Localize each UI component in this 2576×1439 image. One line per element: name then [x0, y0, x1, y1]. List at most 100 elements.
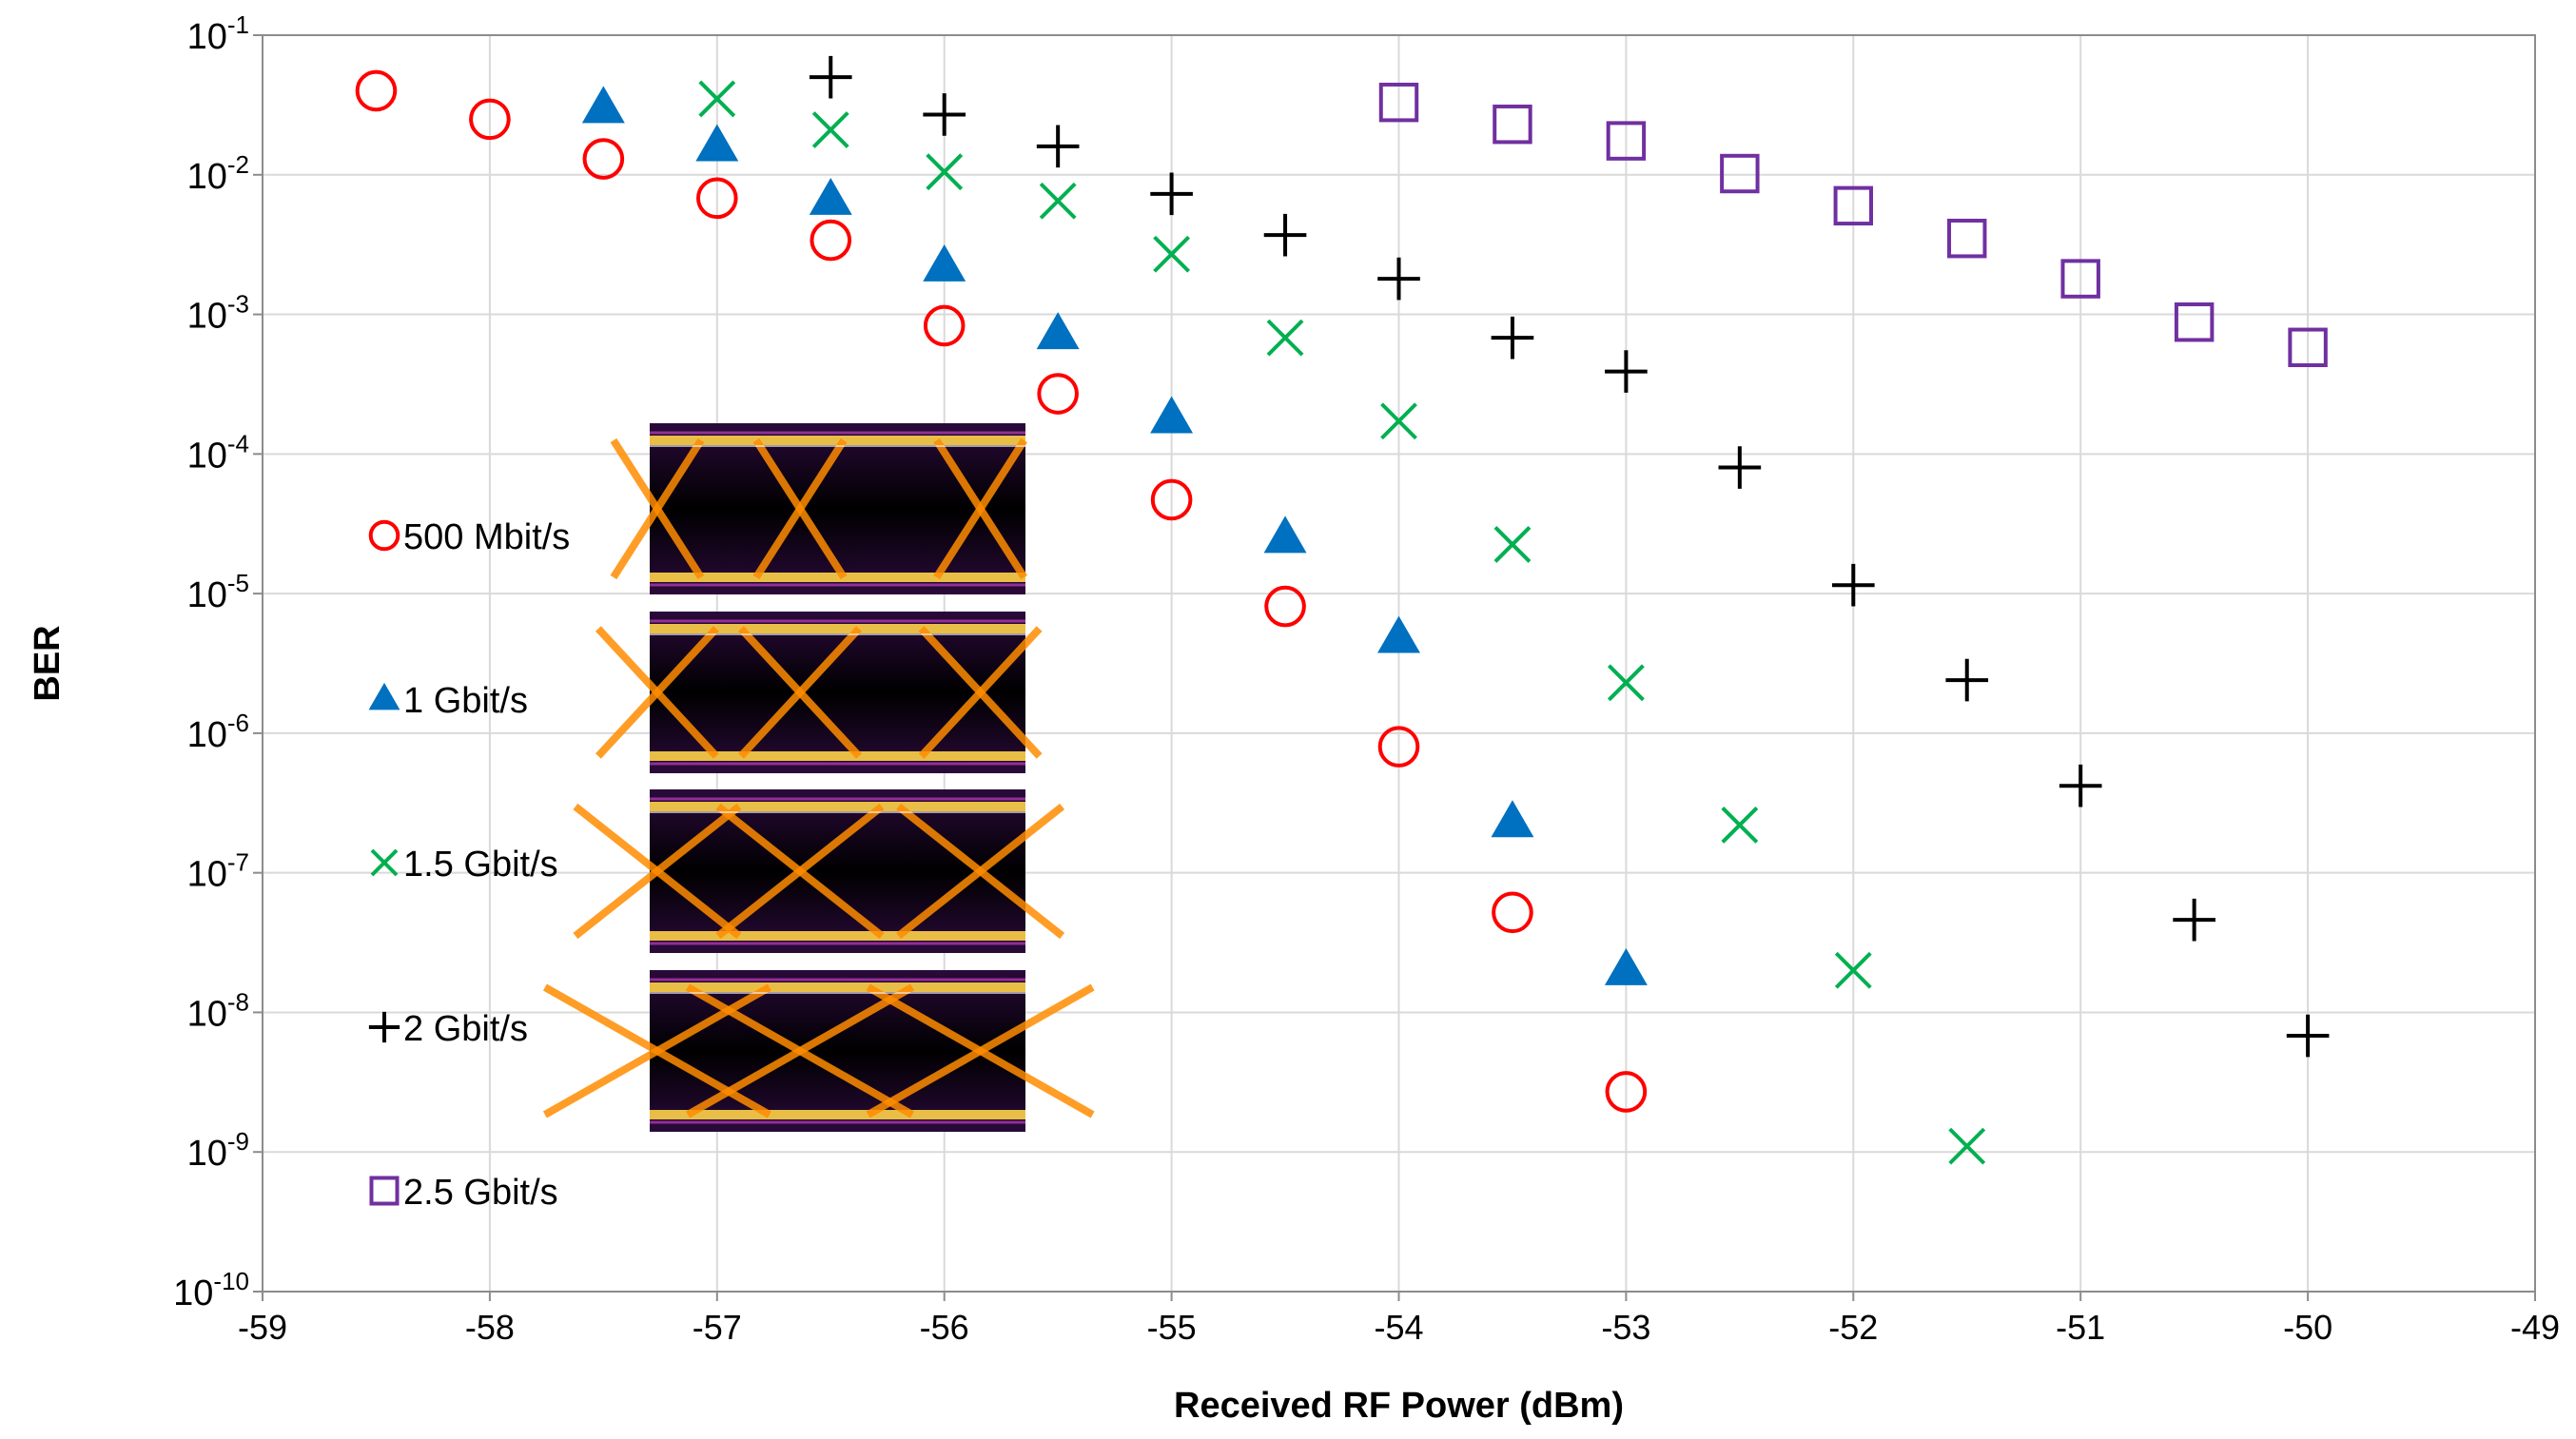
data-point: [695, 124, 739, 162]
data-point: [1718, 446, 1762, 489]
data-point: [1492, 891, 1533, 934]
y-tick-label: 10-9: [187, 1127, 249, 1174]
eye-diagram-500mbit: [610, 423, 1027, 594]
series-circle: [355, 69, 1648, 1113]
grid: [262, 34, 2536, 1293]
data-point: [1606, 121, 1647, 161]
x-tick-label: -50: [2283, 1308, 2332, 1347]
data-point: [1150, 478, 1193, 521]
legend-marker-circle: [368, 519, 400, 552]
data-point: [1604, 947, 1648, 985]
series-plus: [809, 55, 2330, 1058]
data-point: [810, 219, 852, 262]
y-tick-label: 10-3: [187, 290, 249, 337]
legend-label: 1.5 Gbit/s: [403, 845, 558, 885]
data-point: [809, 177, 852, 215]
data-point: [2173, 898, 2215, 942]
data-point: [1377, 257, 1420, 301]
legend-label: 2 Gbit/s: [403, 1009, 528, 1049]
data-point: [469, 98, 511, 141]
data-point: [355, 69, 398, 112]
data-point: [1721, 806, 1759, 844]
x-tick-label: -58: [465, 1308, 515, 1347]
data-point: [923, 304, 966, 347]
x-tick-label: -56: [920, 1308, 969, 1347]
data-point: [1263, 213, 1307, 257]
series-x: [698, 80, 1986, 1165]
x-tick-label: -57: [693, 1308, 742, 1347]
eye-diagram-2gbit: [542, 970, 1095, 1132]
data-point: [1377, 726, 1420, 768]
data-point: [1493, 526, 1532, 563]
data-point: [1948, 1127, 1986, 1165]
legend-marker-x: [370, 848, 399, 877]
data-point: [1831, 563, 1875, 607]
data-point: [1607, 664, 1645, 702]
data-point: [809, 55, 852, 99]
data-point: [582, 138, 625, 180]
data-point: [1039, 182, 1077, 220]
data-point: [2288, 327, 2328, 367]
legend-label: 2.5 Gbit/s: [403, 1173, 558, 1213]
x-tick-label: -53: [1601, 1308, 1650, 1347]
data-point: [2060, 259, 2100, 299]
legend-item: 500 Mbit/s: [368, 517, 570, 557]
data-point: [1605, 350, 1648, 393]
data-point: [1491, 316, 1534, 360]
y-axis-ticks: 10-1 10-2 10-3 10-4 10-5 10-6 10-7 10-8 10-9 10-1…: [173, 10, 263, 1313]
x-tick-label: -59: [238, 1308, 287, 1347]
y-tick-label: 10-8: [187, 987, 249, 1034]
x-tick-label: -49: [2510, 1308, 2560, 1347]
data-point: [1263, 515, 1307, 554]
data-point: [1493, 104, 1532, 145]
data-point: [1945, 658, 1989, 702]
data-point: [2286, 1014, 2330, 1058]
legend-item: 1.5 Gbit/s: [370, 845, 558, 885]
legend-marker-square: [369, 1176, 400, 1206]
legend-item: 1 Gbit/s: [368, 681, 528, 721]
x-axis-ticks: -59 -58 -57 -56 -55 -54 -53 -52 -51 -50 -49: [238, 1292, 2560, 1347]
y-tick-label: 10-10: [173, 1267, 249, 1313]
legend: 500 Mbit/s 1 Gbit/s 1.5 Gbit/s 2 Gbit/s 2.5 …: [368, 517, 570, 1213]
y-tick-label: 10-1: [187, 10, 249, 57]
x-axis-label: Received RF Power (dBm): [1174, 1386, 1624, 1426]
y-tick-label: 10-6: [187, 709, 249, 755]
data-point: [1720, 153, 1760, 194]
y-axis-label: BER: [28, 625, 68, 701]
data-point: [1605, 1071, 1648, 1113]
legend-item: 2 Gbit/s: [368, 1009, 528, 1049]
data-point: [1150, 172, 1193, 216]
series-square: [1378, 82, 2328, 367]
x-tick-label: -52: [1828, 1308, 1878, 1347]
data-point: [1377, 615, 1420, 653]
y-tick-label: 10-5: [187, 569, 249, 615]
data-point: [1153, 235, 1191, 273]
data-point: [696, 177, 738, 220]
data-markers: [355, 55, 2330, 1165]
legend-label: 1 Gbit/s: [403, 681, 528, 721]
data-point: [1037, 373, 1079, 415]
y-tick-label: 10-4: [187, 429, 249, 476]
data-point: [1491, 800, 1534, 838]
data-point: [1947, 218, 1987, 259]
data-point: [1833, 185, 1874, 226]
data-point: [698, 80, 736, 118]
data-point: [811, 111, 849, 148]
data-point: [923, 243, 966, 282]
eye-diagram-insets: [542, 423, 1095, 1132]
data-point: [2174, 301, 2215, 342]
data-point: [1036, 125, 1080, 168]
data-point: [1380, 402, 1417, 440]
x-tick-label: -54: [1374, 1308, 1423, 1347]
legend-marker-triangle: [368, 682, 400, 710]
data-point: [1264, 585, 1306, 628]
y-tick-label: 10-7: [187, 848, 249, 895]
series-triangle: [581, 86, 1648, 985]
y-tick-label: 10-2: [187, 150, 249, 197]
data-point: [926, 153, 964, 191]
eye-diagram-1gbit: [595, 612, 1043, 773]
data-point: [1036, 312, 1080, 350]
x-tick-label: -55: [1147, 1308, 1197, 1347]
data-point: [2059, 764, 2102, 807]
